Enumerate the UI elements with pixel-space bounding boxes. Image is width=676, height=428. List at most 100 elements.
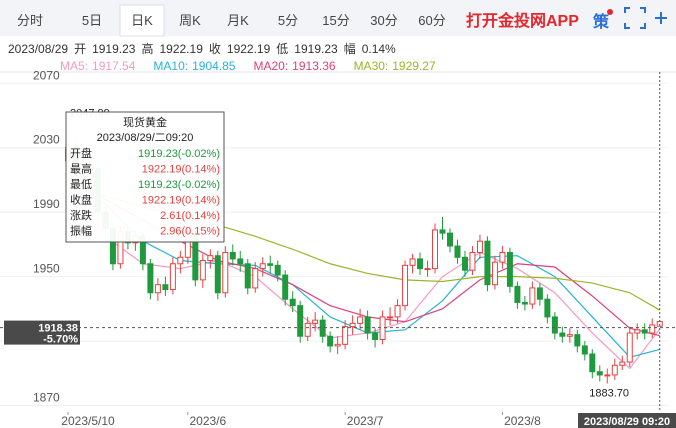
candle-body <box>439 229 446 234</box>
candle-body <box>521 301 528 305</box>
candle-body <box>574 334 581 347</box>
tab[interactable]: 周K <box>179 13 201 28</box>
price-box <box>4 320 80 345</box>
candle-body <box>349 322 356 328</box>
info-item: 0.14% <box>362 42 396 56</box>
tooltip-value: 1922.19(0.14%) <box>142 195 220 207</box>
settings-icon[interactable] <box>655 12 667 24</box>
tab[interactable]: 5分 <box>278 13 298 28</box>
candle-body <box>417 258 424 270</box>
candle-body <box>566 334 573 337</box>
tab[interactable]: 日K <box>131 13 153 28</box>
y-tick-label: 1870 <box>33 391 60 405</box>
y-tick-label: 1990 <box>33 197 60 211</box>
candle-body <box>461 256 468 271</box>
candle-body <box>319 319 326 337</box>
info-item: 1919.23 <box>294 42 338 56</box>
candle-body <box>491 261 498 286</box>
legend-name: MA5: <box>60 59 88 73</box>
tab[interactable]: 分时 <box>17 13 43 28</box>
tooltip-value: 2.61(0.14%) <box>160 210 220 222</box>
candle-body <box>229 251 236 260</box>
tooltip-key: 最高 <box>70 162 92 176</box>
low-label: 1883.70 <box>589 387 629 399</box>
candle-body <box>611 364 618 376</box>
candle-body <box>484 240 491 286</box>
tab[interactable]: 月K <box>227 13 249 28</box>
candle-body <box>649 324 656 334</box>
candle-body <box>469 251 476 271</box>
tab[interactable]: 15分 <box>322 13 349 28</box>
badge <box>607 9 613 15</box>
candle-body <box>446 232 453 247</box>
candle-body <box>372 332 379 340</box>
tooltip-key: 开盘 <box>70 146 92 160</box>
tooltip-value: 2.96(0.15%) <box>160 226 220 238</box>
candle-body <box>342 326 349 345</box>
legend-name: MA20: <box>253 59 288 73</box>
candle-body <box>394 305 401 318</box>
candle-body <box>409 258 416 266</box>
tab[interactable]: 30分 <box>370 13 397 28</box>
tooltip-value: 1919.23(-0.02%) <box>138 148 220 160</box>
candle-body <box>357 316 364 324</box>
strategy[interactable]: 策 <box>592 12 610 31</box>
candle-body <box>536 287 543 300</box>
legend-value: 1913.36 <box>292 59 336 73</box>
candle-body <box>529 287 536 305</box>
y-tick-label: 1950 <box>33 262 60 276</box>
brand[interactable]: 打开金投网APP <box>466 11 579 30</box>
y-tick-label: 2030 <box>33 133 60 147</box>
tab-active[interactable] <box>119 4 165 37</box>
info-item: 高 <box>141 41 153 56</box>
candle-body <box>364 316 371 334</box>
candle-body <box>304 322 311 337</box>
candle-body <box>596 371 603 376</box>
candle-body <box>544 298 551 318</box>
x-tick-label: 2023/8 <box>504 414 541 428</box>
info-item: 开 <box>74 42 86 56</box>
candle-body <box>402 264 409 307</box>
candle-body <box>312 319 319 324</box>
tooltip-title: 现货黄金 <box>123 115 167 129</box>
candle-body <box>634 329 641 334</box>
candle-body <box>476 240 483 253</box>
candle-body <box>169 263 176 291</box>
candle-body <box>626 332 633 363</box>
legend-value: 1929.27 <box>392 59 436 73</box>
cross-date: 2023/08/29 09:20 <box>584 416 670 428</box>
candle-body <box>177 256 184 265</box>
cross-change: -5.70% <box>43 334 78 346</box>
info-item: 1922.19 <box>159 42 203 56</box>
info-item: 低 <box>276 42 288 56</box>
x-tick-label: 2023/7 <box>347 414 384 428</box>
candle-body <box>154 284 161 294</box>
candle-body <box>551 316 558 334</box>
legend-value: 1917.54 <box>92 59 136 73</box>
tooltip-key: 最低 <box>70 178 92 191</box>
candle-body <box>604 374 611 377</box>
candle-body <box>289 298 296 307</box>
tooltip <box>65 111 225 243</box>
candle-body <box>199 260 206 281</box>
tab[interactable]: 60分 <box>418 13 445 28</box>
fullscreen-icon[interactable] <box>624 7 646 29</box>
x-tick-label: 2023/6 <box>189 414 226 428</box>
candle-body <box>334 343 341 347</box>
candle-body <box>589 353 596 373</box>
candle-body <box>147 263 154 294</box>
date-box <box>578 413 676 428</box>
info-item: 收 <box>209 42 221 56</box>
candle-body <box>454 245 461 258</box>
candle-body <box>619 361 626 366</box>
candle-body <box>581 345 588 355</box>
info-item: 2023/08/29 <box>8 42 68 56</box>
candle-body <box>514 285 521 303</box>
tab-bar <box>0 0 676 36</box>
legend-value: 1904.85 <box>192 59 236 73</box>
tooltip-date: 2023/08/29/二09:20 <box>97 132 194 144</box>
candle-body <box>327 335 334 347</box>
candle-body <box>559 332 566 337</box>
tab[interactable]: 5日 <box>82 13 102 28</box>
